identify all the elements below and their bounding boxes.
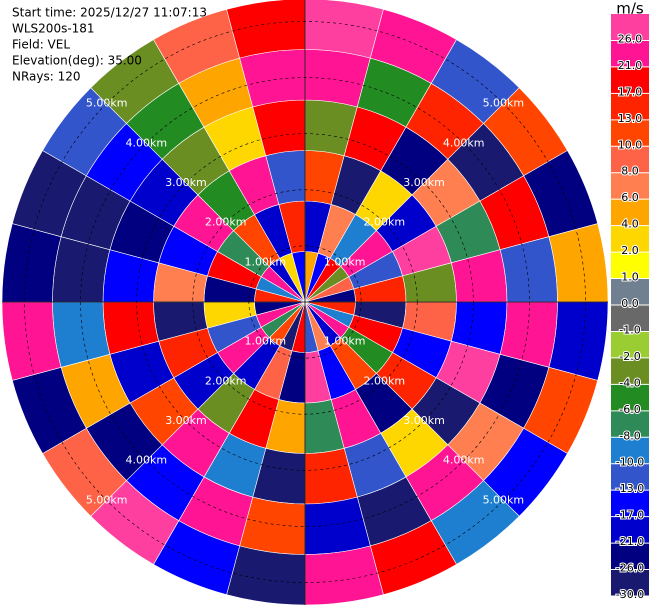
range-label: 3.00km	[403, 414, 445, 427]
colorbar-label: 26.0	[618, 32, 643, 45]
gate-cell	[226, 0, 306, 59]
gate-cell	[304, 0, 384, 59]
gate-cell	[304, 545, 384, 606]
colorbar-bin	[611, 384, 649, 411]
range-label: 3.00km	[403, 176, 445, 189]
gate-cell	[1, 223, 62, 303]
colorbar-label: -1.0	[619, 323, 640, 336]
info-line: Start time: 2025/12/27 11:07:13	[12, 6, 207, 20]
range-label: 1.00km	[245, 255, 287, 268]
colorbar-label: -21.0	[616, 535, 644, 548]
range-label: 4.00km	[126, 454, 168, 467]
colorbar-bin	[611, 93, 649, 120]
colorbar-bin	[611, 199, 649, 226]
colorbar-label: 1.0	[621, 271, 639, 284]
range-label: 2.00km	[205, 374, 247, 387]
gate-cell	[548, 301, 609, 381]
colorbar-title: m/s	[616, 0, 644, 18]
colorbar-bin	[611, 146, 649, 173]
range-label: 3.00km	[165, 414, 207, 427]
colorbar-label: -17.0	[616, 509, 644, 522]
colorbar: m/s 26.0 21.0 17.0 13.0 10.0 8.0 6.0 4.0 2.0 1.0 0.…	[611, 0, 649, 602]
range-label: 2.00km	[205, 216, 247, 229]
range-label: 4.00km	[443, 454, 485, 467]
colorbar-bin	[611, 490, 649, 517]
colorbar-label: 10.0	[618, 138, 643, 151]
colorbar-label: 13.0	[618, 112, 643, 125]
colorbar-bin	[611, 225, 649, 253]
colorbar-bin	[611, 252, 649, 279]
range-label: 5.00km	[86, 97, 128, 110]
colorbar-label: 21.0	[618, 59, 643, 72]
colorbar-label: -13.0	[616, 482, 644, 495]
colorbar-label: 0.0	[621, 297, 639, 310]
colorbar-label: 6.0	[621, 191, 639, 204]
colorbar-bin	[611, 66, 649, 94]
range-ring	[248, 245, 362, 359]
range-ring	[136, 133, 474, 471]
range-label: 5.00km	[483, 97, 525, 110]
colorbar-bin	[611, 410, 649, 438]
range-label: 5.00km	[86, 493, 128, 506]
colorbar-bin	[611, 278, 649, 305]
info: Start time: 2025/12/27 11:07:13 WLS200s-1…	[12, 6, 207, 84]
colorbar-label: -6.0	[619, 403, 640, 416]
info-line: Field: VEL	[12, 38, 70, 52]
range-ring	[192, 189, 418, 415]
info-line: NRays: 120	[12, 70, 81, 84]
range-label: 5.00km	[483, 493, 525, 506]
colorbar-label: 4.0	[621, 218, 639, 231]
info-line: Elevation(deg): 35.00	[12, 54, 142, 68]
colorbar-label: -10.0	[616, 456, 644, 469]
range-label: 1.00km	[245, 335, 287, 348]
colorbar-label: 8.0	[621, 165, 639, 178]
field	[1, 0, 609, 606]
range-label: 4.00km	[126, 136, 168, 149]
overlay: 1.00km 1.00km 1.00km 1.00km 2.00km 2.00km 2.00…	[2, 0, 608, 605]
colorbar-bin	[611, 569, 649, 596]
colorbar-label: -8.0	[619, 429, 640, 442]
colorbar-label: -30.0	[616, 588, 644, 601]
colorbar-label: -4.0	[619, 376, 640, 389]
colorbar-bin	[611, 516, 649, 544]
colorbar-bin	[611, 357, 649, 385]
colorbar-bin	[611, 119, 649, 147]
gate-cell	[226, 545, 306, 606]
range-label: 4.00km	[443, 136, 485, 149]
colorbar-label: 2.0	[621, 244, 639, 257]
colorbar-label: 17.0	[618, 85, 643, 98]
range-ring	[80, 77, 530, 527]
colorbar-bin	[611, 463, 649, 491]
colorbar-bin	[611, 543, 649, 570]
colorbar-bin	[611, 305, 649, 332]
range-ring	[24, 21, 586, 583]
range-label: 3.00km	[165, 176, 207, 189]
range-label: 2.00km	[364, 374, 406, 387]
colorbar-bin	[611, 437, 649, 464]
colorbar-bin	[611, 40, 649, 67]
colorbar-bin	[611, 14, 649, 41]
range-label: 1.00km	[324, 255, 366, 268]
gate-cell	[1, 301, 62, 381]
colorbar-bin	[611, 172, 649, 200]
colorbar-label: -2.0	[619, 350, 640, 363]
colorbar-label: -26.0	[616, 562, 644, 575]
range-label: 1.00km	[324, 335, 366, 348]
range-label: 2.00km	[364, 216, 406, 229]
colorbar-bin	[611, 331, 649, 358]
info-line: WLS200s-181	[12, 22, 95, 36]
gate-cell	[548, 223, 609, 303]
